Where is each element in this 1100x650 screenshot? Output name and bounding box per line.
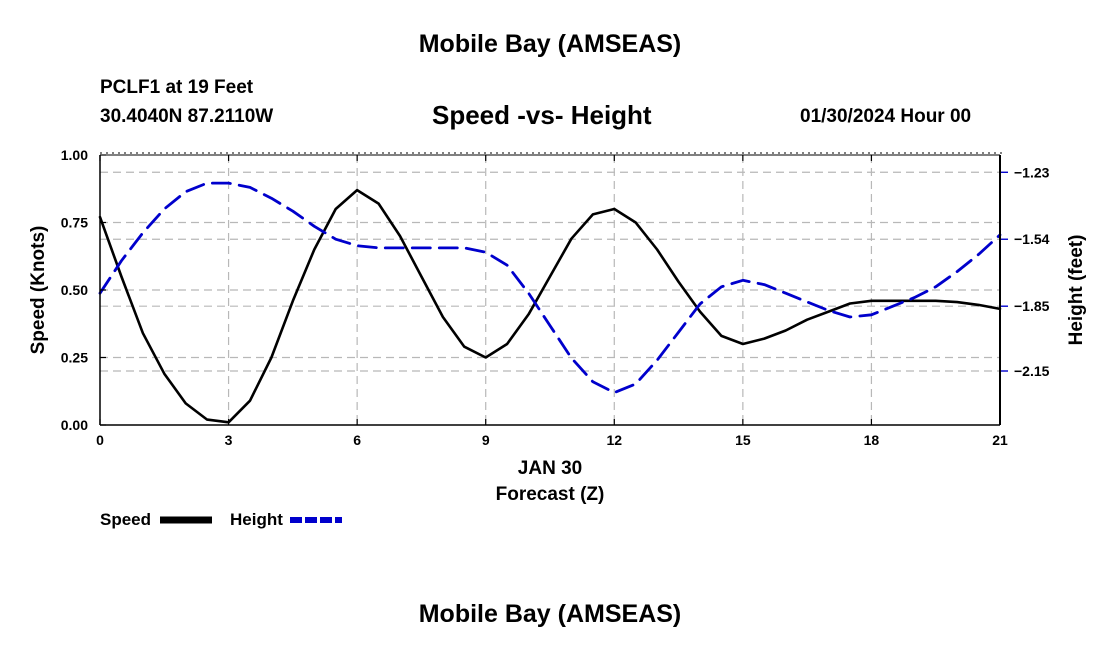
y-tick-label: 0.00 <box>61 417 88 433</box>
y2-tick-label: −1.23 <box>1014 164 1050 180</box>
legend-label-height: Height <box>230 510 283 529</box>
legend-label-speed: Speed <box>100 510 151 529</box>
station-label: PCLF1 at 19 Feet <box>100 77 254 98</box>
x-tick-label: 3 <box>225 432 233 448</box>
x-tick-label: 18 <box>864 432 880 448</box>
y-axis-title: Speed (Knots) <box>28 226 49 355</box>
legend: Speed Height <box>100 510 342 529</box>
y2-axis-title: Height (feet) <box>1066 235 1087 346</box>
y-tick-label: 0.25 <box>61 350 88 366</box>
y2-tick-label: −2.15 <box>1014 363 1050 379</box>
x-axis-date-label: JAN 30 <box>518 458 582 479</box>
x-tick-label: 21 <box>992 432 1008 448</box>
y-tick-label: 0.75 <box>61 215 88 231</box>
forecast-datetime: 01/30/2024 Hour 00 <box>800 106 972 127</box>
chart-subtitle: Speed -vs- Height <box>432 100 652 130</box>
x-tick-label: 6 <box>353 432 361 448</box>
axis-labels: JAN 30 Forecast (Z) Speed (Knots) Height… <box>28 226 1087 505</box>
coordinates-label: 30.4040N 87.2110W <box>100 106 274 127</box>
footer-title: Mobile Bay (AMSEAS) <box>418 600 682 628</box>
series-line-speed <box>98 188 1002 424</box>
y2-tick-label: −1.54 <box>1014 231 1050 247</box>
y-tick-label: 1.00 <box>61 147 88 163</box>
x-axis-title: Forecast (Z) <box>496 484 605 505</box>
series-layer <box>98 181 1002 424</box>
grid <box>100 155 1000 425</box>
y2-tick-label: −1.85 <box>1014 298 1050 314</box>
x-tick-label: 12 <box>606 432 622 448</box>
axes: 0 3 6 9 12 15 18 21 0.00 0.25 0.50 0.75 1.00 −2.15 −1.… <box>61 147 1050 448</box>
series-line-height <box>98 181 1002 395</box>
chart-main-title: Mobile Bay (AMSEAS) <box>418 30 682 58</box>
x-tick-label: 15 <box>735 432 751 448</box>
x-tick-label: 0 <box>96 432 104 448</box>
y-tick-label: 0.50 <box>61 282 88 298</box>
x-tick-label: 9 <box>482 432 490 448</box>
